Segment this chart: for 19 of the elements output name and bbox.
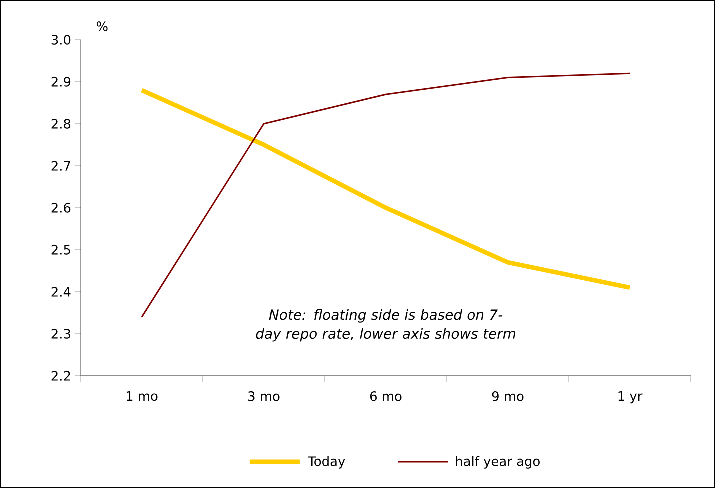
y-tick-label: 2.4 bbox=[52, 287, 71, 297]
x-tick-label: 3 mo bbox=[248, 392, 280, 402]
y-tick-label: 2.3 bbox=[52, 329, 70, 339]
y-tick-label: 2.8 bbox=[52, 119, 71, 129]
y-tick-label: 3.0 bbox=[52, 35, 71, 45]
y-tick-label: 2.5 bbox=[52, 245, 70, 255]
y-tick-label: 2.7 bbox=[52, 161, 70, 171]
x-tick-label: 1 yr bbox=[618, 392, 643, 404]
y-axis-title: % bbox=[96, 22, 108, 32]
x-tick-label: 6 mo bbox=[370, 392, 402, 402]
y-tick-label: 2.9 bbox=[52, 77, 71, 87]
legend-label: half year ago bbox=[456, 456, 540, 469]
line-series bbox=[140, 88, 632, 290]
x-tick-label: 9 mo bbox=[492, 392, 524, 402]
x-tick-label: 1 mo bbox=[126, 392, 158, 402]
annotation: Note: floating side is based on 7-day repo rate, lower axis shows term bbox=[256, 309, 516, 342]
y-tick-label: 2.6 bbox=[52, 203, 71, 213]
legend-label: Today bbox=[308, 456, 346, 469]
y-tick-label: 2.2 bbox=[52, 371, 70, 381]
